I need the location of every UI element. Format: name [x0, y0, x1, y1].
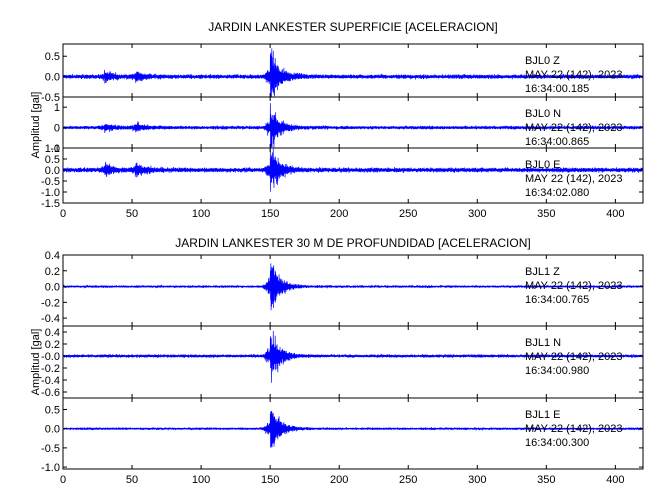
- x-tick-label: 300: [468, 474, 486, 486]
- x-tick-label: 150: [261, 474, 279, 486]
- y-tick-label: 0.5: [45, 154, 60, 166]
- record-time: 16:34:00.300: [525, 437, 589, 449]
- x-tick-label: 100: [192, 208, 210, 220]
- y-tick-label: 1.0: [45, 143, 60, 155]
- x-tick-label: 200: [330, 474, 348, 486]
- record-time: 16:34:00.185: [525, 83, 589, 95]
- y-tick-label: 0.5: [45, 51, 60, 63]
- record-time: 16:34:02.080: [525, 187, 589, 199]
- station-label: BJL0 Z: [525, 55, 560, 67]
- y-tick-label: 0.5: [45, 405, 60, 417]
- panel-frame: [62, 397, 644, 470]
- trace-panel-bjl1-e: 0.5 0.0 -0.5 -1.0 BJL1 E MAY 22 (142), 2023 16…: [41, 397, 644, 474]
- y-tick-label: -0.4: [41, 375, 60, 387]
- waveform-trace: [62, 48, 644, 98]
- record-time: 16:34:00.980: [525, 365, 589, 377]
- x-tick-label: 400: [606, 208, 624, 220]
- y-tick-label: 0.0: [45, 282, 60, 294]
- trace-panel-bjl1-n: 0.40.2-0.0-0.2-0.4-0.6 BJL1 N MAY 22 (142)…: [41, 325, 644, 399]
- chart-title: JARDIN LANKESTER 30 M DE PROFUNDIDAD [AC…: [175, 236, 530, 250]
- y-tick-label: -0.6: [41, 387, 60, 399]
- y-tick-label: -1.0: [41, 462, 60, 474]
- x-tick-label: 350: [537, 474, 555, 486]
- waveform-trace: [62, 263, 644, 311]
- x-tick-label: 100: [192, 474, 210, 486]
- y-tick-label: -1.5: [41, 198, 60, 210]
- y-tick-label: -0.5: [41, 443, 60, 455]
- y-tick-label: -1.0: [41, 187, 60, 199]
- y-tick-label: 0.4: [45, 327, 60, 339]
- y-tick-label: 0.4: [45, 250, 60, 262]
- record-date: MAY 22 (142), 2023: [525, 280, 622, 292]
- station-label: BJL1 Z: [525, 266, 560, 278]
- record-date: MAY 22 (142), 2023: [525, 122, 622, 134]
- station-label: BJL1 E: [525, 409, 560, 421]
- y-tick-label: 0.2: [45, 339, 60, 351]
- station-label: BJL0 N: [525, 108, 561, 120]
- x-tick-label: 0: [60, 208, 66, 220]
- panel-frame: [62, 147, 644, 204]
- y-tick-label: -0.5: [41, 92, 60, 104]
- x-tick-label: 350: [537, 208, 555, 220]
- waveform-trace: [62, 148, 644, 192]
- record-date: MAY 22 (142), 2023: [525, 69, 622, 81]
- y-tick-label: -0.5: [41, 176, 60, 188]
- record-date: MAY 22 (142), 2023: [525, 351, 622, 363]
- y-tick-label: -0.4: [41, 313, 60, 325]
- y-axis-label: Amplitud [gal]: [30, 329, 42, 396]
- x-tick-label: 250: [399, 208, 417, 220]
- record-date: MAY 22 (142), 2023: [525, 173, 622, 185]
- record-time: 16:34:00.765: [525, 294, 589, 306]
- y-axis-label: Amplitud [gal]: [30, 92, 42, 159]
- waveform-trace: [62, 103, 644, 149]
- y-tick-label: 0.0: [45, 424, 60, 436]
- y-tick-label: -0.2: [41, 297, 60, 309]
- y-tick-label: 1: [54, 102, 60, 114]
- y-tick-label: 0.0: [45, 165, 60, 177]
- trace-panel-bjl0-e: 1.00.50.0-0.5-1.0-1.5 BJL0 E MAY 22 (142),…: [41, 143, 644, 210]
- trace-panel-bjl1-z: 0.4 0.2 0.0 -0.2 -0.4 BJL1 Z MAY 22 (142), 202…: [41, 250, 644, 327]
- station-label: BJL1 N: [525, 337, 561, 349]
- station-label: BJL0 E: [525, 159, 560, 171]
- record-time: 16:34:00.865: [525, 136, 589, 148]
- y-tick-label: -0.0: [41, 351, 60, 363]
- y-tick-label: 0.2: [45, 266, 60, 278]
- trace-panel-bjl0-n: 1 0 -1 BJL0 N MAY 22 (142), 2023 16:34:00.865: [50, 96, 644, 155]
- trace-panel-bjl0-z: 0.5 0.0 -0.5 BJL0 Z MAY 22 (142), 2023 16:34:…: [41, 43, 644, 104]
- x-tick-label: 250: [399, 474, 417, 486]
- x-tick-label: 50: [126, 208, 138, 220]
- waveform-trace: [62, 411, 644, 448]
- chart-title: JARDIN LANKESTER SUPERFICIE [ACELERACION…: [208, 20, 497, 34]
- x-tick-label: 150: [261, 208, 279, 220]
- x-tick-label: 50: [126, 474, 138, 486]
- y-tick-label: 0.0: [45, 72, 60, 84]
- x-tick-label: 400: [606, 474, 624, 486]
- y-tick-label: -1: [50, 143, 60, 155]
- x-tick-label: 300: [468, 208, 486, 220]
- y-tick-label: 0: [54, 123, 60, 135]
- waveform-trace: [62, 330, 644, 383]
- y-tick-label: -0.2: [41, 363, 60, 375]
- x-tick-label: 200: [330, 208, 348, 220]
- record-date: MAY 22 (142), 2023: [525, 423, 622, 435]
- x-tick-label: 0: [60, 474, 66, 486]
